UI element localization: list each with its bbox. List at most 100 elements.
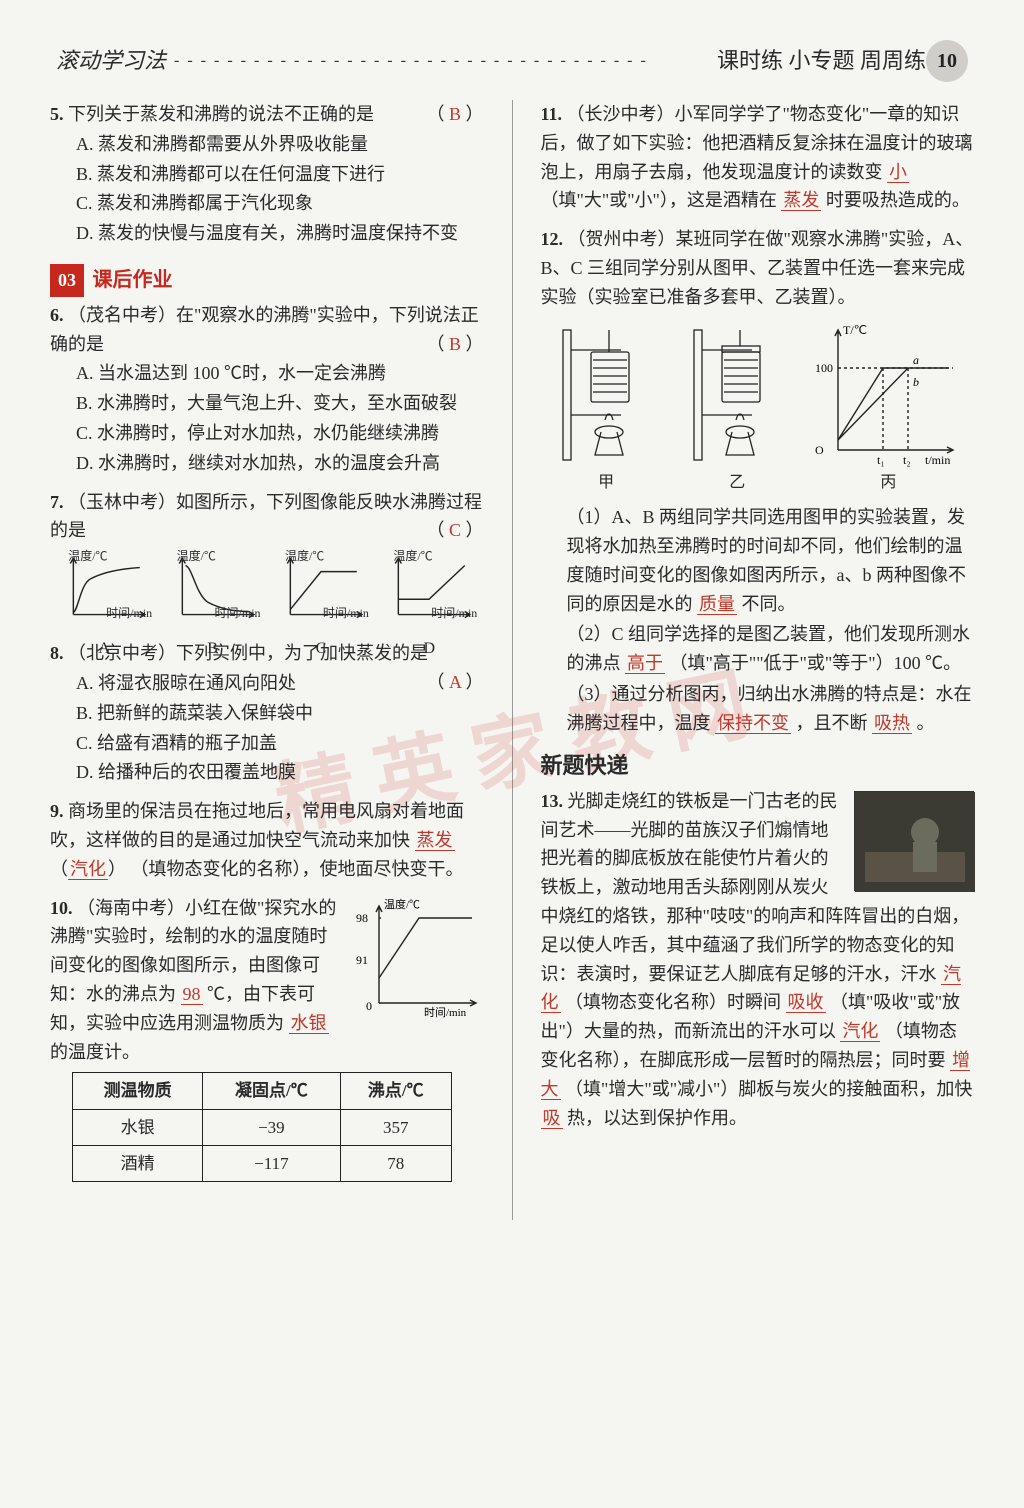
q7b-ylabel: 温度/℃: [177, 547, 216, 566]
q11-post: 时要吸热造成的。: [826, 190, 970, 210]
q6-opt-a: A. 当水温达到 100 ℃时，水一定会沸腾: [76, 359, 484, 388]
q12-sub1: （1）A、B 两组同学共同选用图甲的实验装置，发现将水加热至沸腾时的时间却不同，…: [541, 503, 975, 618]
q7c-xlabel: 时间/min: [323, 604, 369, 623]
question-12: 12. （贺州中考）某班同学在做"观察水沸腾"实验，A、B、C 三组同学分别从图…: [541, 225, 975, 737]
q13-photo: [854, 791, 974, 891]
q10-table: 测温物质 凝固点/℃ 沸点/℃ 水银 −39 357 酒精 −117 78: [72, 1072, 452, 1182]
question-9: 9. 商场里的保洁员在拖过地后，常用电风扇对着地面吹，这样做的目的是通过加快空气…: [50, 797, 484, 883]
th-freeze: 凝固点/℃: [203, 1073, 340, 1109]
section-03-title: 课后作业: [93, 269, 173, 291]
q8-answer: A: [449, 672, 461, 692]
q10-y91: 91: [356, 953, 368, 967]
q7c-label: C: [275, 636, 367, 662]
q13-ans2: 吸收: [786, 992, 826, 1013]
q5-opt-c: C. 蒸发和沸腾都属于汽化现象: [76, 189, 484, 218]
q10-ylabel: 温度/℃: [384, 898, 420, 911]
q8-answer-bracket: （ A ）: [426, 668, 483, 697]
q11-number: 11.: [541, 104, 567, 124]
header-dashes: - - - - - - - - - - - - - - - - - - - - …: [174, 48, 709, 74]
q12-sub2-ans: 高于: [625, 653, 665, 674]
q10-ans-bp: 98: [181, 984, 203, 1005]
q6-opt-b: B. 水沸腾时，大量气泡上升、变大，至水面破裂: [76, 389, 484, 418]
q5-stem: 下列关于蒸发和沸腾的说法不正确的是: [68, 104, 374, 124]
q12-sub2: （2）C 组同学选择的是图乙装置，他们发现所测水的沸点 高于 （填"高于""低于…: [541, 620, 975, 678]
question-6: 6. （茂名中考）在"观察水的沸腾"实验中，下列说法正确的是 （ B ） A. …: [50, 301, 484, 478]
q7b-label: B: [167, 636, 259, 662]
q12-xlabel: t/min: [925, 453, 950, 467]
question-13: 13. 光脚走烧红的铁板是一门古老的民间艺术——光脚的苗族汉子们煽情地把光着的脚…: [541, 787, 975, 1133]
q7-graph-c: 温度/℃ 时间/min C: [275, 549, 367, 629]
q5-opt-a: A. 蒸发和沸腾都需要从外界吸收能量: [76, 130, 484, 159]
q7-answer: C: [449, 520, 461, 540]
column-divider: [512, 100, 513, 1220]
q12-xtick2: t₂: [903, 453, 911, 467]
q8-options: A. 将湿衣服晾在通风向阳处 B. 把新鲜的蔬菜装入保鲜袋中 C. 给盛有酒精的…: [50, 669, 484, 787]
q9-ans2: 汽化: [68, 859, 108, 880]
q5-opt-b: B. 蒸发和沸腾都可以在任何温度下进行: [76, 160, 484, 189]
q11-ans2: 蒸发: [781, 190, 821, 211]
q12-sub1-ans: 质量: [697, 594, 737, 615]
q12-sub3-post: 。: [917, 713, 935, 733]
page-header: 滚动学习法 - - - - - - - - - - - - - - - - - …: [50, 40, 974, 82]
q6-opt-c: C. 水沸腾时，停止对水加热，水仍能继续沸腾: [76, 419, 484, 448]
q10-number: 10.: [50, 898, 77, 918]
svg-text:a: a: [913, 353, 919, 367]
q13-ans5: 吸: [541, 1108, 563, 1129]
td: 酒精: [73, 1145, 203, 1181]
q12-graph-bing: 100 O t₁ t₂ t/min T/℃ a b 丙: [813, 320, 963, 496]
q7-stem: （玉林中考）如图所示，下列图像能反映水沸腾过程的是: [50, 492, 482, 541]
q7a-ylabel: 温度/℃: [68, 547, 107, 566]
q7a-xlabel: 时间/min: [106, 604, 152, 623]
q5-opt-d: D. 蒸发的快慢与温度有关，沸腾时温度保持不变: [76, 219, 484, 248]
q8-opt-d: D. 给播种后的农田覆盖地膜: [76, 758, 484, 787]
q6-number: 6.: [50, 305, 68, 325]
section-03-badge: 03: [50, 264, 84, 297]
q12-label-yi: 乙: [682, 470, 792, 496]
th-boil: 沸点/℃: [340, 1073, 451, 1109]
q10-y98: 98: [356, 911, 368, 925]
q7-graph-b: 温度/℃ 时间/min B: [167, 549, 259, 629]
page-number-badge: 10: [926, 40, 968, 82]
q12-figures: 甲: [541, 320, 975, 496]
table-row: 水银 −39 357: [73, 1109, 452, 1145]
q10-y0: 0: [366, 999, 372, 1013]
q9-text2: （填物态变化的名称），使地面尽快变干。: [131, 859, 464, 879]
th-substance: 测温物质: [73, 1073, 203, 1109]
q12-stem: （贺州中考）某班同学在做"观察水沸腾"实验，A、B、C 三组同学分别从图甲、乙装…: [541, 229, 974, 307]
q6-answer: B: [449, 334, 461, 354]
left-column: 5. 下列关于蒸发和沸腾的说法不正确的是 （ B ） A. 蒸发和沸腾都需要从外…: [50, 100, 484, 1220]
q13-p5: （填"增大"或"减小"）脚板与炭火的接触面积，加快: [565, 1079, 972, 1099]
td: −39: [203, 1109, 340, 1145]
header-right-text: 课时练 小专题 周周练: [717, 43, 926, 78]
q11-mid: （填"大"或"小"），这是酒精在: [541, 190, 777, 210]
q10-stem3: 的温度计。: [50, 1042, 140, 1062]
table-header-row: 测温物质 凝固点/℃ 沸点/℃: [73, 1073, 452, 1109]
q7-graph-d: 温度/℃ 时间/min D: [383, 549, 475, 629]
q7-graph-a: 温度/℃ 时间/min A: [58, 549, 150, 629]
q13-p6: 热，以达到保护作用。: [567, 1108, 747, 1128]
q6-answer-bracket: （ B ）: [426, 330, 483, 359]
q12-number: 12.: [541, 229, 568, 249]
q7-number: 7.: [50, 492, 68, 512]
q10-xlabel: 时间/min: [424, 1006, 467, 1018]
q13-ans3: 汽化: [840, 1021, 880, 1042]
q9-text1: 商场里的保洁员在拖过地后，常用电风扇对着地面吹，这样做的目的是通过加快空气流动来…: [50, 801, 464, 850]
q7-graphs-row: 温度/℃ 时间/min A 温度/℃ 时间/min B: [50, 549, 484, 629]
q12-apparatus-yi: 乙: [682, 320, 792, 496]
q12-sub3: （3）通过分析图丙，归纳出水沸腾的特点是：水在沸腾过程中，温度 保持不变 ，且不…: [541, 680, 975, 738]
q9-number: 9.: [50, 801, 68, 821]
q12-sub3-mid: ，且不断: [796, 713, 868, 733]
q12-xtick1: t₁: [877, 453, 885, 467]
q8-opt-a: A. 将湿衣服晾在通风向阳处: [76, 669, 484, 698]
q13-p2: （填物态变化名称）时瞬间: [565, 992, 781, 1012]
q8-opt-b: B. 把新鲜的蔬菜装入保鲜袋中: [76, 699, 484, 728]
q10-ans-mat: 水银: [289, 1013, 329, 1034]
q12-ylabel: T/℃: [843, 323, 867, 337]
q10-graph: 98 91 0 时间/min 温度/℃: [354, 898, 484, 1018]
q6-options: A. 当水温达到 100 ℃时，水一定会沸腾 B. 水沸腾时，大量气泡上升、变大…: [50, 359, 484, 477]
td: −117: [203, 1145, 340, 1181]
q7d-xlabel: 时间/min: [431, 604, 477, 623]
q12-sub1-post: 不同。: [742, 594, 796, 614]
q10-text-block: 10. （海南中考）小红在做"探究水的沸腾"实验时，绘制的水的温度随时间变化的图…: [50, 894, 340, 1067]
new-question-header: 新题快递: [541, 748, 975, 783]
